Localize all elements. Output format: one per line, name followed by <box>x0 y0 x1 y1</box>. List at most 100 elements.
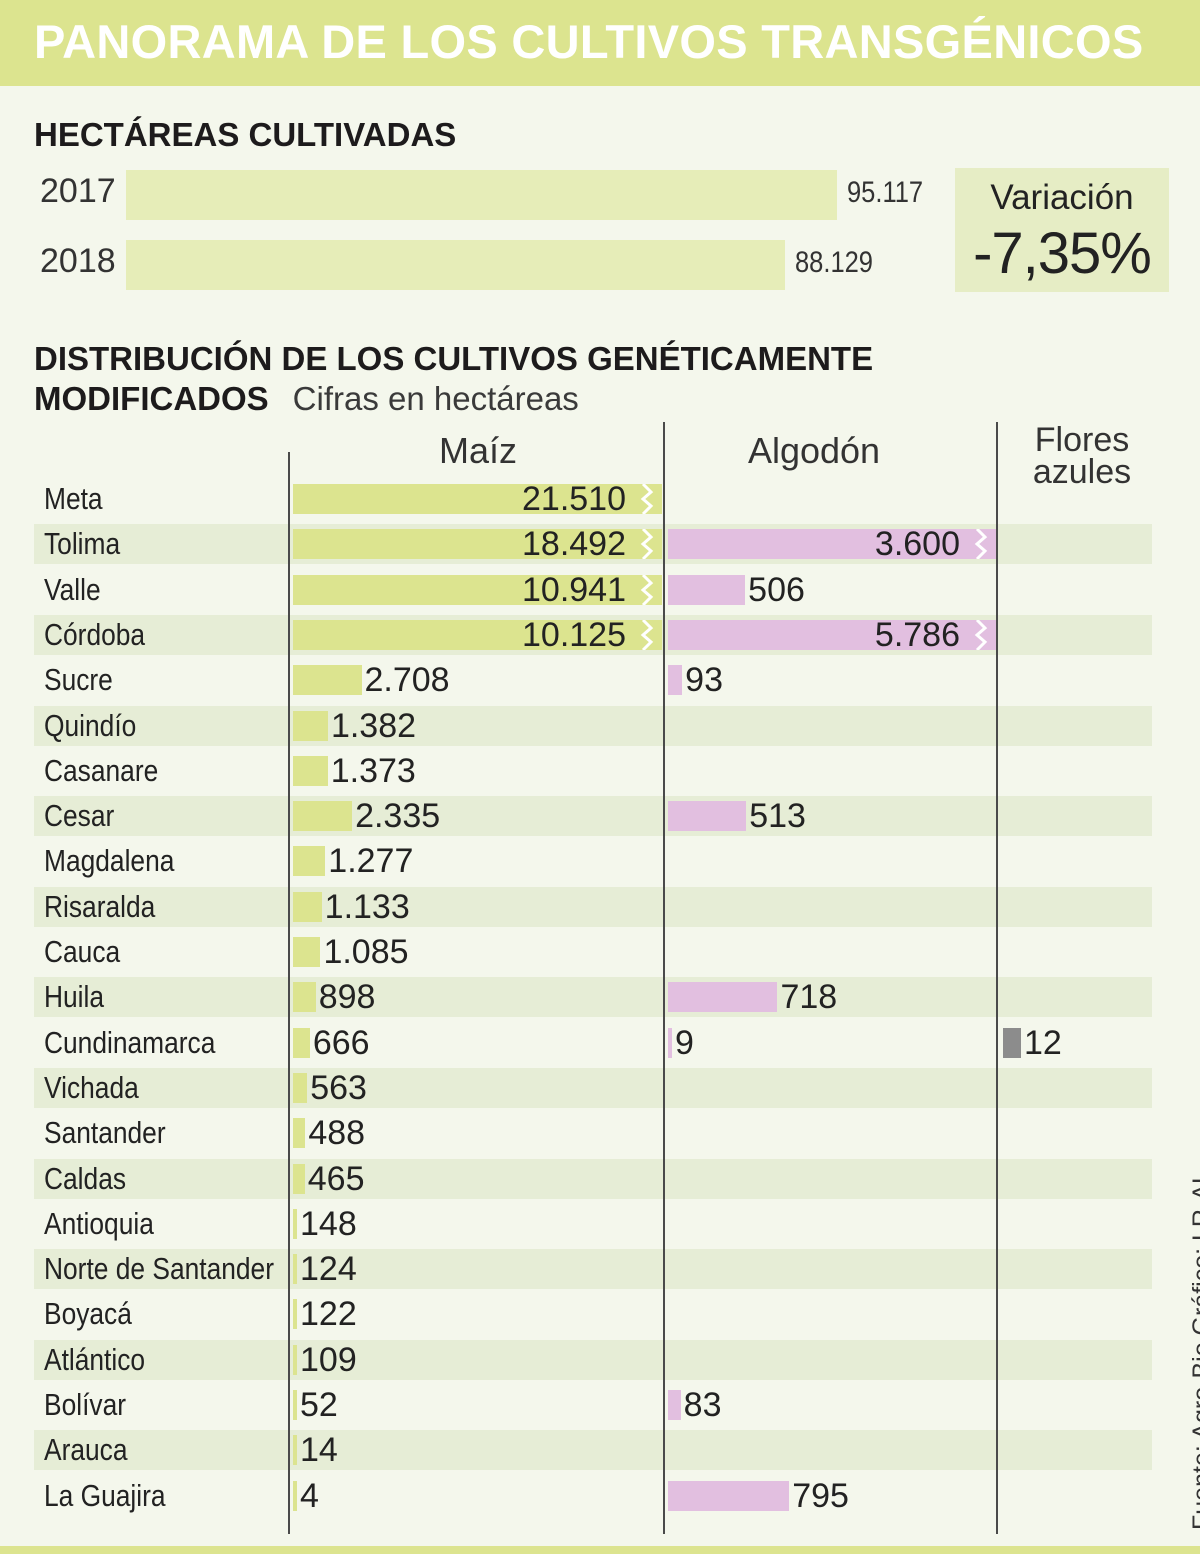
bar-maiz <box>293 574 662 605</box>
bar-algodon <box>668 1027 672 1058</box>
row-band <box>34 1067 1152 1108</box>
bar-maiz <box>293 801 353 832</box>
department-label: Córdoba <box>44 616 146 652</box>
row-band <box>34 977 1152 1018</box>
department-label: Caldas <box>44 1160 127 1196</box>
row-band <box>34 796 1152 837</box>
bar-value-algodon: 3.600 <box>874 525 960 564</box>
bar-flores <box>1003 1027 1021 1058</box>
bar-value-maiz: 666 <box>312 1023 370 1062</box>
bar-maiz <box>293 1027 310 1058</box>
department-label: Santander <box>44 1115 166 1151</box>
bar-value-algodon: 795 <box>792 1476 849 1515</box>
bar-value-maiz: 109 <box>300 1340 357 1379</box>
bar-break-marker <box>640 529 654 560</box>
bar-maiz <box>293 982 316 1013</box>
divider-line-algodon <box>663 422 665 1534</box>
bar-algodon <box>668 665 683 696</box>
department-label: Vichada <box>44 1069 139 1105</box>
bar-maiz <box>293 1299 297 1330</box>
bar-value-maiz: 18.492 <box>522 525 626 564</box>
hectareas-bar-2017 <box>126 170 837 220</box>
department-label: Valle <box>44 571 101 607</box>
unit-note: Cifras en hectáreas <box>292 380 579 417</box>
bar-algodon <box>668 529 996 560</box>
bar-maiz <box>293 1254 297 1285</box>
bar-maiz <box>293 1435 297 1466</box>
column-header-algodon: Algodón <box>747 430 881 471</box>
divider-line-flores <box>996 422 998 1534</box>
bar-value-maiz: 465 <box>307 1159 365 1198</box>
page-title: PANORAMA DE LOS CULTIVOS TRANSGÉNICOS <box>34 15 1144 68</box>
bar-break-marker <box>974 529 988 560</box>
department-label: Casanare <box>44 752 159 788</box>
source-credit: Fuente: Agro-Bio Gráfico: LR-AL <box>1188 1170 1200 1530</box>
bar-value-maiz: 898 <box>318 978 376 1017</box>
distribucion-title-line1: DISTRIBUCIÓN DE LOS CULTIVOS GENÉTICAMEN… <box>34 340 874 377</box>
department-label: Cauca <box>44 934 121 969</box>
bar-value-maiz: 1.382 <box>330 706 417 745</box>
bar-value-maiz: 2.708 <box>364 661 450 700</box>
variacion-label: Variación <box>990 178 1134 217</box>
bar-value-maiz: 2.335 <box>355 797 441 836</box>
bar-value-maiz: 122 <box>300 1295 357 1334</box>
row-band <box>34 1249 1152 1290</box>
year-label-2018: 2018 <box>40 242 116 280</box>
row-band <box>34 886 1152 927</box>
bar-value-flores: 12 <box>1024 1023 1062 1062</box>
bar-maiz <box>293 891 322 922</box>
bar-value-maiz: 148 <box>300 1204 357 1243</box>
hectareas-value-2017: 95.117 <box>847 176 924 209</box>
bar-maiz <box>293 1163 305 1194</box>
bar-maiz <box>293 1118 306 1149</box>
bar-algodon <box>668 801 747 832</box>
bar-algodon <box>668 1480 790 1511</box>
department-label: Antioquia <box>44 1205 154 1241</box>
bar-maiz <box>293 755 328 786</box>
bar-value-maiz: 1.133 <box>324 887 410 926</box>
variacion-box: Variación -7,35% <box>955 168 1169 292</box>
bar-value-maiz: 563 <box>310 1068 367 1107</box>
row-band <box>34 1339 1152 1380</box>
distribucion-title-modificados: MODIFICADOS <box>34 380 269 417</box>
department-label: Quindío <box>44 707 137 743</box>
bar-break-marker <box>974 619 988 650</box>
row-band <box>34 1430 1152 1471</box>
hectareas-title: HECTÁREAS CULTIVADAS <box>34 116 457 153</box>
department-label: Sucre <box>44 662 113 698</box>
row-band <box>34 1158 1152 1199</box>
bar-maiz <box>293 619 662 650</box>
bar-break-marker <box>640 574 654 605</box>
bar-maiz <box>293 937 321 967</box>
bar-value-algodon: 9 <box>675 1023 694 1062</box>
bar-value-maiz: 10.941 <box>522 570 626 609</box>
title-band: PANORAMA DE LOS CULTIVOS TRANSGÉNICOS <box>0 0 1200 86</box>
department-label: Bolívar <box>44 1387 127 1422</box>
bar-value-algodon: 506 <box>748 570 805 609</box>
bottom-band <box>0 1546 1200 1554</box>
bar-value-maiz: 21.510 <box>522 480 626 518</box>
department-label: Arauca <box>44 1432 128 1468</box>
bar-value-maiz: 1.085 <box>323 933 409 971</box>
department-label: Boyacá <box>44 1296 132 1332</box>
bar-algodon <box>668 982 778 1013</box>
bar-algodon <box>668 1390 681 1420</box>
variacion-value: -7,35% <box>973 221 1152 286</box>
department-label: Cesar <box>44 798 115 834</box>
bar-value-algodon: 718 <box>780 978 838 1017</box>
bar-maiz <box>293 1480 297 1511</box>
row-band <box>34 705 1152 746</box>
bar-maiz <box>293 665 362 696</box>
distribucion-title-line2: MODIFICADOS Cifras en hectáreas <box>34 380 579 418</box>
hectareas-bar-2018 <box>126 240 785 290</box>
bar-value-maiz: 52 <box>300 1386 338 1424</box>
bar-maiz <box>293 1208 297 1239</box>
bar-value-maiz: 124 <box>300 1250 357 1289</box>
department-label: Atlántico <box>44 1341 146 1377</box>
department-label: Magdalena <box>44 843 175 879</box>
bar-maiz <box>293 529 662 560</box>
bar-algodon <box>668 574 746 605</box>
bar-value-algodon: 83 <box>683 1386 722 1424</box>
department-label: Risaralda <box>44 888 156 924</box>
bar-value-maiz: 1.373 <box>330 751 416 790</box>
